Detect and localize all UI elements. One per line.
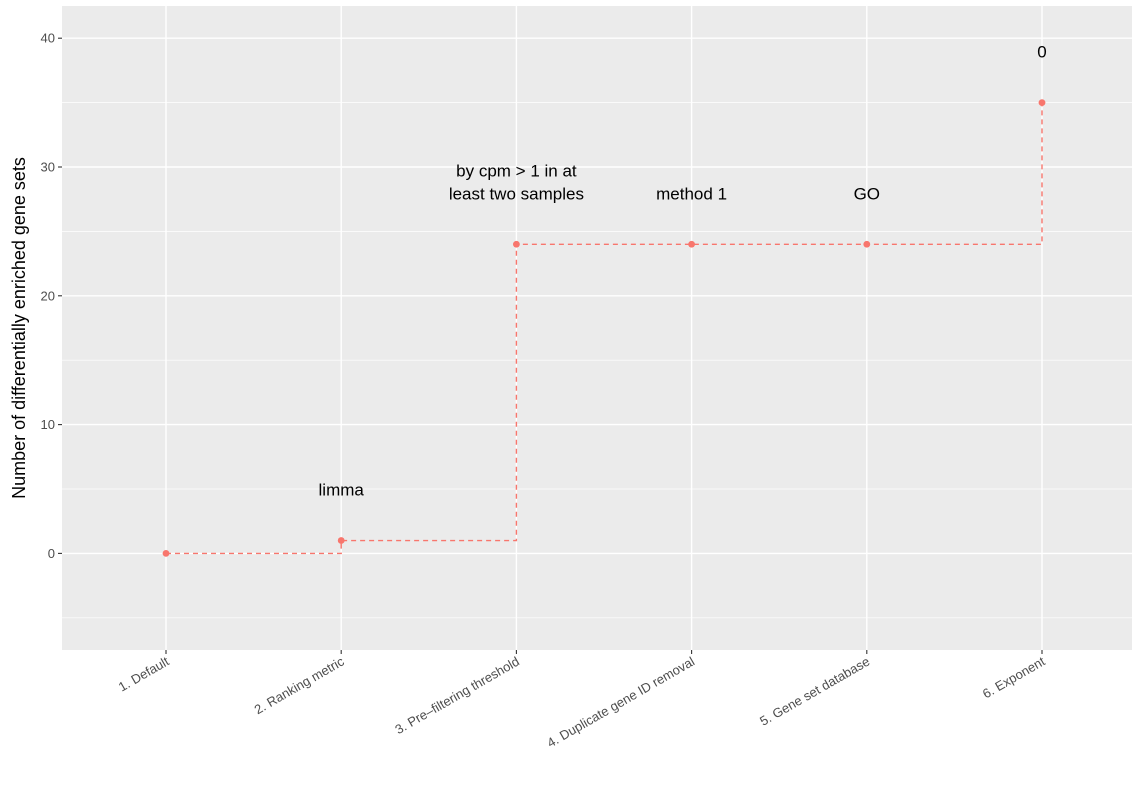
- point-annotation: 0: [1037, 43, 1046, 62]
- x-tick-label: 2. Ranking metric: [252, 653, 348, 717]
- y-axis-title: Number of differentially enriched gene s…: [9, 157, 29, 499]
- x-tick-label: 6. Exponent: [980, 653, 1048, 701]
- y-tick-label: 20: [41, 288, 55, 303]
- y-tick-label: 40: [41, 31, 55, 46]
- point-annotations: limma by cpm > 1 in at least two samples me…: [319, 43, 1047, 500]
- x-axis-ticks: 1. Default 2. Ranking metric 3. Pre–filter…: [116, 650, 1048, 750]
- x-tick-label: 4. Duplicate gene ID removal: [544, 654, 697, 751]
- point-annotation: method 1: [656, 184, 727, 203]
- data-point: [337, 537, 345, 544]
- point-annotation: least two samples: [449, 184, 584, 203]
- x-tick-label: 1. Default: [116, 653, 172, 694]
- data-point: [1038, 99, 1046, 106]
- data-points: [162, 99, 1046, 557]
- point-annotation: by cpm > 1 in at: [456, 161, 577, 180]
- y-tick-label: 0: [48, 546, 55, 561]
- point-annotation: GO: [854, 184, 880, 203]
- x-tick-label: 5. Gene set database: [757, 654, 872, 729]
- y-tick-label: 10: [41, 417, 55, 432]
- x-tick-label: 3. Pre–filtering threshold: [392, 654, 522, 737]
- data-point: [688, 240, 695, 248]
- panel-background: [62, 6, 1132, 650]
- y-axis-ticks: 0 10 20 30 40: [41, 31, 62, 561]
- data-point: [513, 240, 520, 248]
- y-tick-label: 30: [41, 160, 55, 175]
- grid-minor: [62, 102, 1132, 619]
- data-point: [863, 240, 871, 248]
- grid-major: [62, 6, 1132, 650]
- data-point: [162, 550, 170, 557]
- point-annotation: limma: [319, 481, 365, 500]
